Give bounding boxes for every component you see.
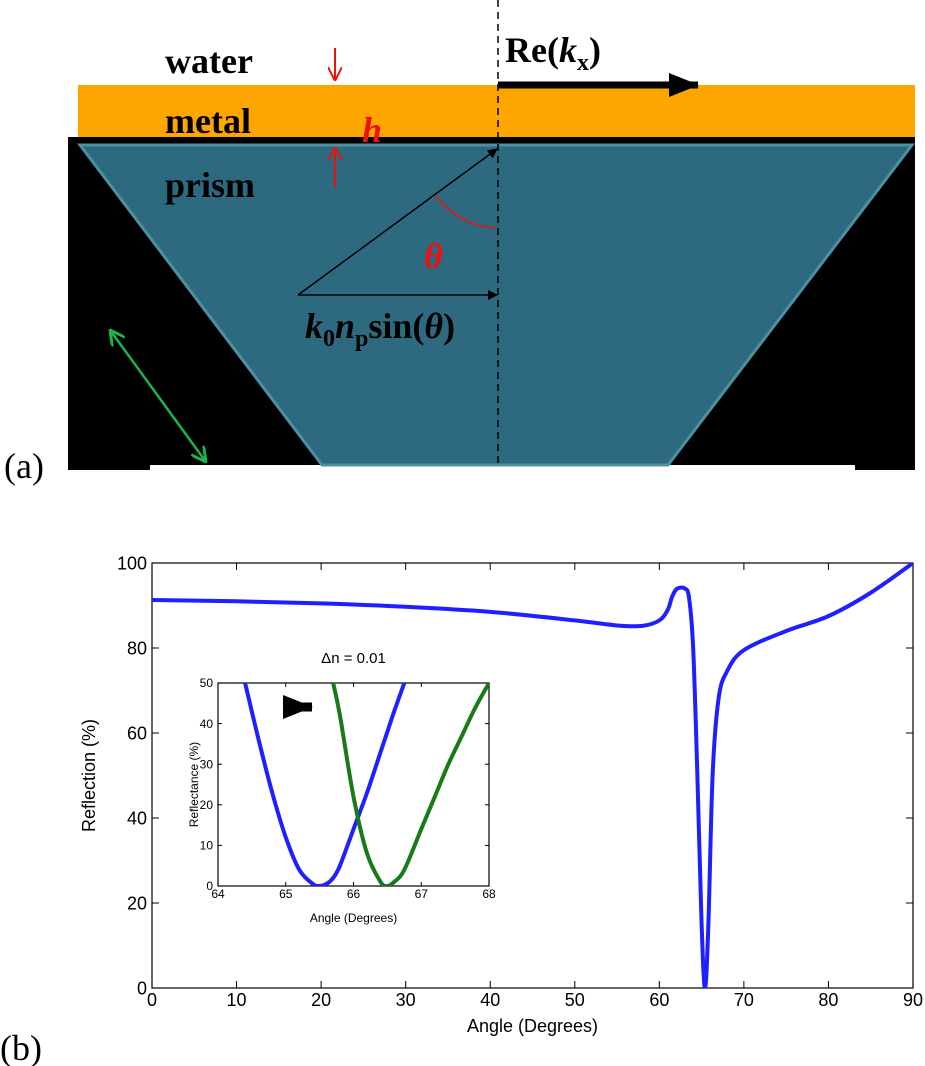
x-tick-label: 60 <box>649 990 669 1010</box>
x-tick-label: 50 <box>565 990 585 1010</box>
chart: 64 65 66 67 68 0 10 20 30 40 50 Angle (Degrees) Refl… <box>187 650 496 925</box>
y-tick-label: 10 <box>200 839 214 853</box>
y-tick-label: 20 <box>200 798 214 812</box>
x-tick-label: 65 <box>279 887 293 901</box>
y-axis-label: Reflection (%) <box>79 719 99 832</box>
x-tick-label: 66 <box>347 887 361 901</box>
x-tick-label: 64 <box>211 887 225 901</box>
label-part: p <box>355 326 368 352</box>
plot-area <box>218 683 489 886</box>
label-part: 0 <box>323 326 335 352</box>
y-tick-label: 40 <box>200 717 214 731</box>
layer-label: water <box>165 41 253 81</box>
x-axis-label: Angle (Degrees) <box>310 911 397 925</box>
layer-label: metal <box>165 101 251 141</box>
label-part: ) <box>443 306 455 346</box>
x-tick-label: 30 <box>396 990 416 1010</box>
label-part: Re( <box>505 30 559 70</box>
x-tick-label: 10 <box>227 990 247 1010</box>
y-axis-label: Reflectance (%) <box>187 742 201 827</box>
x-axis-label: Angle (Degrees) <box>467 1016 598 1036</box>
figure: water metal prism h θ Re(kx) k0npsin(θ) … <box>0 0 925 1066</box>
x-tick-label: 0 <box>147 990 157 1010</box>
y-tick-label: 80 <box>127 638 147 658</box>
x-tick-label: 90 <box>903 990 923 1010</box>
y-tick-label: 30 <box>200 757 214 771</box>
label-part: sin( <box>368 306 424 346</box>
label-part: n <box>335 306 355 346</box>
y-tick-label: 20 <box>127 893 147 913</box>
x-tick-label: 67 <box>415 887 429 901</box>
thickness-label: h <box>362 110 382 150</box>
x-tick-label: 68 <box>482 887 496 901</box>
label-part: k <box>559 30 577 70</box>
layer-label: prism <box>165 165 255 205</box>
chart-title: Δn = 0.01 <box>321 650 386 667</box>
base-gap <box>150 465 855 477</box>
angle-label: θ <box>424 236 443 276</box>
y-tick-label: 100 <box>117 553 147 573</box>
panel-label: (a) <box>4 446 44 486</box>
x-tick-label: 20 <box>311 990 331 1010</box>
y-tick-label: 60 <box>127 723 147 743</box>
y-tick-label: 0 <box>137 978 147 998</box>
label-part: θ <box>424 306 443 346</box>
wavevector-label: Re(kx) <box>505 30 601 76</box>
y-tick-label: 0 <box>206 879 213 893</box>
label-part: ) <box>589 30 601 70</box>
label-part: k <box>305 306 323 346</box>
x-tick-label: 40 <box>480 990 500 1010</box>
x-tick-label: 70 <box>734 990 754 1010</box>
y-tick-label: 40 <box>127 808 147 828</box>
panel-label: (b) <box>0 1028 42 1066</box>
label-part: x <box>577 50 589 76</box>
x-tick-label: 80 <box>818 990 838 1010</box>
diagram: water metal prism h θ Re(kx) k0npsin(θ) … <box>4 0 915 486</box>
y-tick-label: 50 <box>200 676 214 690</box>
